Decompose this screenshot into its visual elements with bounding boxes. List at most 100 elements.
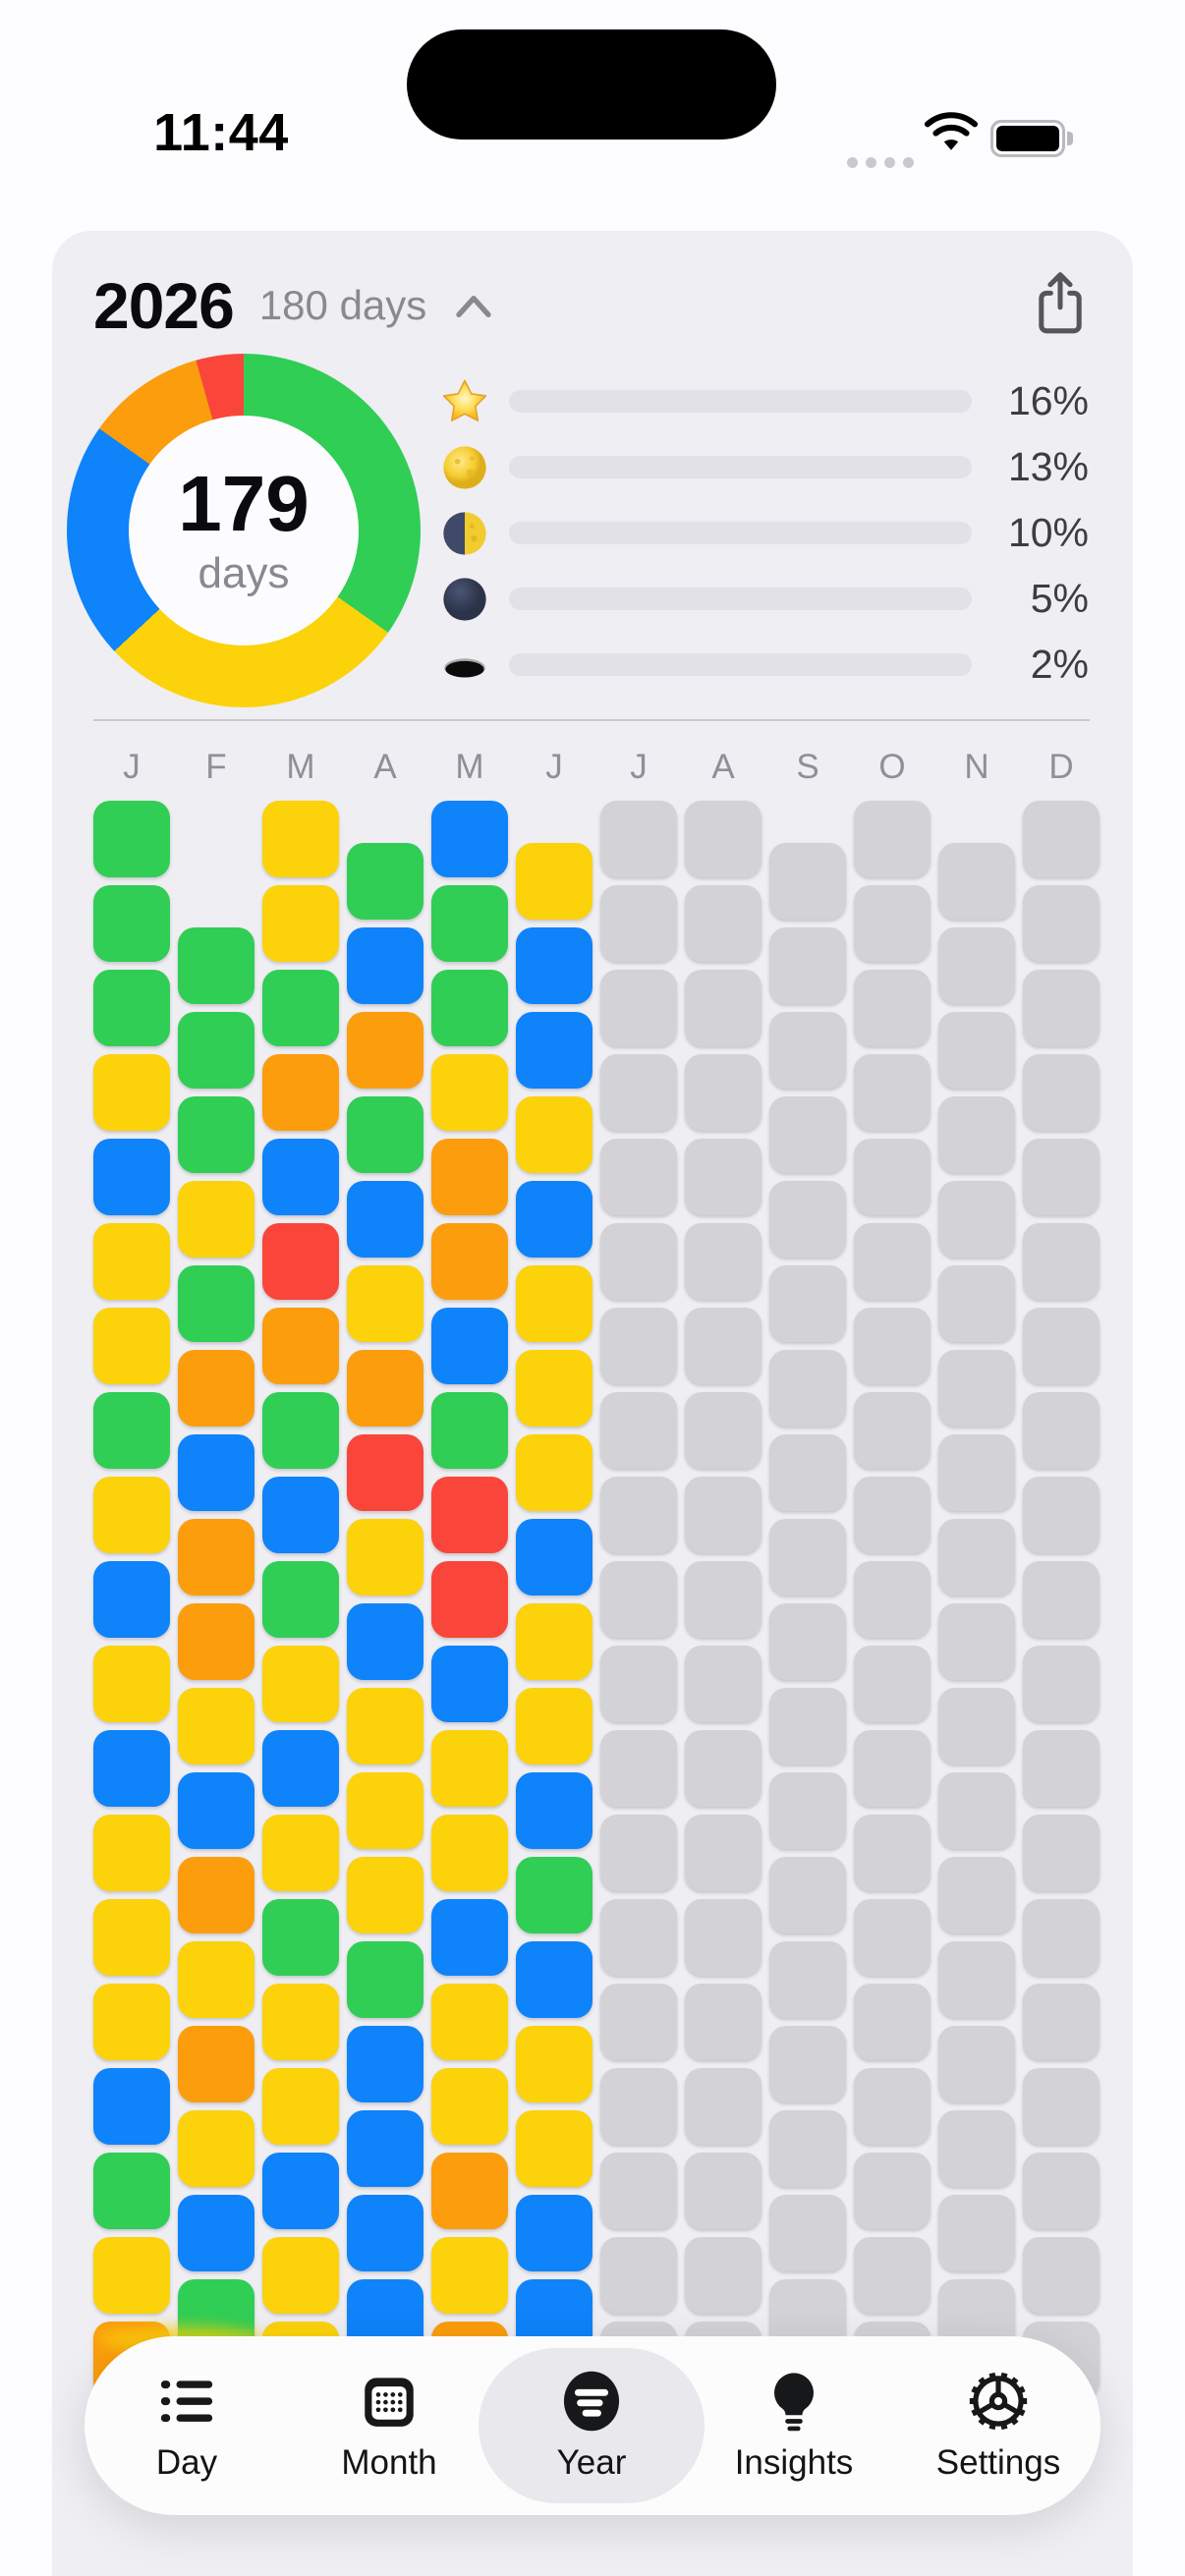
- day-cell[interactable]: [431, 801, 508, 877]
- day-cell-empty[interactable]: [769, 1688, 846, 1764]
- day-cell-empty[interactable]: [600, 2153, 677, 2229]
- day-cell-empty[interactable]: [854, 1054, 931, 1131]
- day-cell[interactable]: [262, 801, 339, 877]
- day-cell-empty[interactable]: [854, 1223, 931, 1300]
- day-cell[interactable]: [431, 1392, 508, 1469]
- day-cell-empty[interactable]: [600, 970, 677, 1046]
- day-cell-empty[interactable]: [938, 1096, 1015, 1173]
- day-cell-empty[interactable]: [854, 801, 931, 877]
- day-cell-empty[interactable]: [600, 1477, 677, 1553]
- day-cell-empty[interactable]: [600, 1308, 677, 1384]
- day-cell-empty[interactable]: [938, 1434, 1015, 1511]
- day-cell[interactable]: [93, 1477, 170, 1553]
- day-cell[interactable]: [516, 1519, 592, 1596]
- day-cell-empty[interactable]: [685, 970, 762, 1046]
- day-cell-empty[interactable]: [685, 1477, 762, 1553]
- day-cell[interactable]: [516, 1941, 592, 2018]
- day-cell-empty[interactable]: [685, 1646, 762, 1722]
- day-cell[interactable]: [516, 1688, 592, 1764]
- day-cell-empty[interactable]: [1023, 1984, 1100, 2060]
- day-cell[interactable]: [347, 1519, 423, 1596]
- day-cell-empty[interactable]: [854, 1561, 931, 1638]
- day-cell-empty[interactable]: [600, 2068, 677, 2145]
- day-cell[interactable]: [262, 1477, 339, 1553]
- day-cell-empty[interactable]: [1023, 1392, 1100, 1469]
- day-cell[interactable]: [431, 1646, 508, 1722]
- day-cell-empty[interactable]: [685, 801, 762, 877]
- day-cell[interactable]: [93, 1139, 170, 1215]
- tab-settings[interactable]: Settings: [897, 2336, 1100, 2515]
- day-cell[interactable]: [93, 1308, 170, 1384]
- day-cell[interactable]: [262, 1899, 339, 1976]
- day-cell-empty[interactable]: [938, 1857, 1015, 1933]
- day-cell-empty[interactable]: [769, 1434, 846, 1511]
- day-cell-empty[interactable]: [769, 1941, 846, 2018]
- day-cell[interactable]: [347, 2195, 423, 2271]
- day-cell-empty[interactable]: [938, 1688, 1015, 1764]
- day-cell-empty[interactable]: [854, 1730, 931, 1807]
- day-cell-empty[interactable]: [854, 2237, 931, 2314]
- day-cell[interactable]: [431, 2237, 508, 2314]
- day-cell[interactable]: [347, 2026, 423, 2102]
- day-cell[interactable]: [347, 1096, 423, 1173]
- day-cell[interactable]: [178, 2026, 254, 2102]
- day-cell-empty[interactable]: [769, 843, 846, 920]
- day-cell[interactable]: [178, 1181, 254, 1258]
- day-cell-empty[interactable]: [938, 1603, 1015, 1680]
- day-cell-empty[interactable]: [685, 1899, 762, 1976]
- tab-insights[interactable]: Insights: [693, 2336, 895, 2515]
- day-cell-empty[interactable]: [1023, 885, 1100, 962]
- day-cell-empty[interactable]: [854, 1984, 931, 2060]
- day-cell-empty[interactable]: [854, 1139, 931, 1215]
- share-button[interactable]: [1029, 266, 1092, 341]
- day-cell[interactable]: [93, 970, 170, 1046]
- day-cell[interactable]: [431, 2153, 508, 2229]
- day-cell[interactable]: [347, 1181, 423, 1258]
- day-cell-empty[interactable]: [938, 1519, 1015, 1596]
- day-cell[interactable]: [431, 1984, 508, 2060]
- day-cell-empty[interactable]: [769, 1181, 846, 1258]
- day-cell-empty[interactable]: [685, 1561, 762, 1638]
- day-cell[interactable]: [262, 1984, 339, 2060]
- day-cell-empty[interactable]: [685, 1730, 762, 1807]
- day-cell[interactable]: [93, 801, 170, 877]
- day-cell-empty[interactable]: [938, 1012, 1015, 1089]
- day-cell-empty[interactable]: [685, 1815, 762, 1891]
- day-cell[interactable]: [93, 1646, 170, 1722]
- day-cell-empty[interactable]: [1023, 1308, 1100, 1384]
- day-cell[interactable]: [262, 885, 339, 962]
- day-cell-empty[interactable]: [769, 1857, 846, 1933]
- day-cell-empty[interactable]: [600, 885, 677, 962]
- chevron-up-icon[interactable]: [454, 292, 493, 326]
- day-cell-empty[interactable]: [854, 1392, 931, 1469]
- day-cell[interactable]: [347, 1688, 423, 1764]
- tab-day[interactable]: Day: [85, 2336, 288, 2515]
- day-cell-empty[interactable]: [769, 1519, 846, 1596]
- day-cell[interactable]: [516, 1434, 592, 1511]
- day-cell[interactable]: [516, 2026, 592, 2102]
- day-cell-empty[interactable]: [854, 2153, 931, 2229]
- day-cell-empty[interactable]: [600, 1899, 677, 1976]
- day-cell[interactable]: [431, 1561, 508, 1638]
- day-cell-empty[interactable]: [685, 2068, 762, 2145]
- day-cell-empty[interactable]: [769, 1265, 846, 1342]
- day-cell-empty[interactable]: [938, 927, 1015, 1004]
- day-cell[interactable]: [347, 1603, 423, 1680]
- day-cell-empty[interactable]: [854, 970, 931, 1046]
- day-cell-empty[interactable]: [1023, 1477, 1100, 1553]
- day-cell-empty[interactable]: [1023, 1815, 1100, 1891]
- day-cell[interactable]: [93, 1730, 170, 1807]
- day-cell-empty[interactable]: [938, 2026, 1015, 2102]
- day-cell-empty[interactable]: [685, 1223, 762, 1300]
- day-cell[interactable]: [516, 1350, 592, 1427]
- day-cell[interactable]: [516, 1857, 592, 1933]
- day-cell-empty[interactable]: [769, 1012, 846, 1089]
- day-cell-empty[interactable]: [600, 1223, 677, 1300]
- day-cell-empty[interactable]: [1023, 801, 1100, 877]
- day-cell[interactable]: [431, 885, 508, 962]
- day-cell[interactable]: [178, 1688, 254, 1764]
- day-cell[interactable]: [431, 1054, 508, 1131]
- day-cell[interactable]: [516, 1096, 592, 1173]
- day-cell[interactable]: [93, 1899, 170, 1976]
- day-cell-empty[interactable]: [938, 1772, 1015, 1849]
